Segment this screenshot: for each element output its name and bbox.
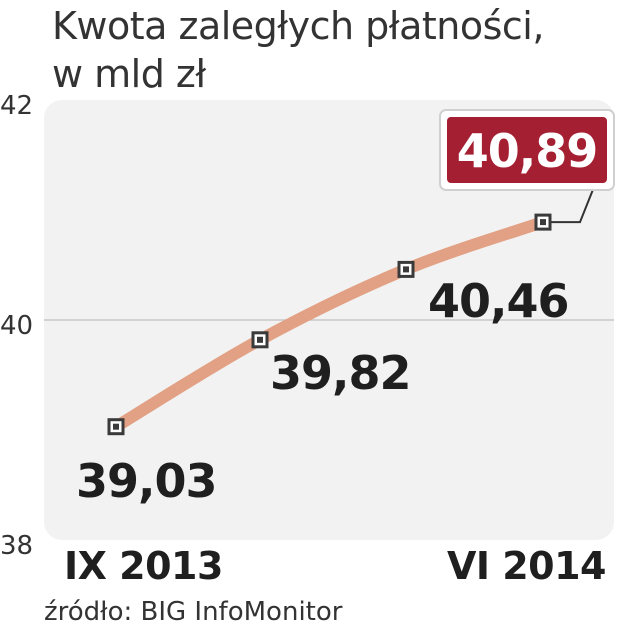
data-label: 40,46: [428, 274, 569, 328]
highlight-box: [447, 117, 607, 183]
data-label: 39,82: [270, 346, 411, 400]
highlight-data-label: 40,89: [457, 124, 598, 178]
data-point-marker-core: [113, 423, 119, 430]
y-tick-label: 40: [0, 311, 33, 341]
data-point-marker-core: [257, 336, 263, 343]
series-line: [110, 216, 549, 433]
highlight-leader-line: [551, 181, 597, 224]
chart-title-line-2: w mld zł: [52, 52, 206, 96]
data-label: 39,03: [76, 454, 217, 508]
data-point-marker-core: [403, 266, 409, 273]
y-tick-label: 42: [0, 91, 33, 121]
x-tick-label: IX 2013: [64, 544, 223, 588]
data-point-marker-core: [540, 219, 546, 226]
chart-title-line-1: Kwota zaległych płatności,: [52, 4, 544, 48]
chart-title: Kwota zaległych płatności, w mld zł: [52, 2, 544, 98]
source-note: źródło: BIG InfoMonitor: [44, 597, 343, 627]
y-tick-label: 38: [0, 531, 33, 561]
x-tick-label: VI 2014: [447, 544, 606, 588]
